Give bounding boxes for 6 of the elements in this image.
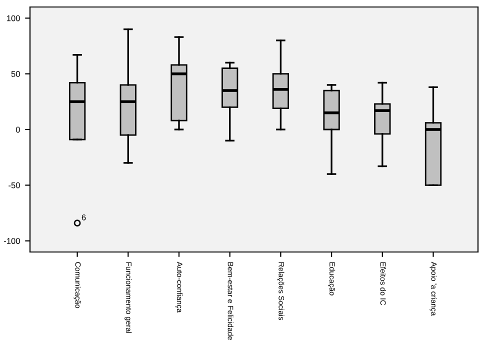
y-tick-label: 50 (11, 71, 20, 77)
annotation: 6 (82, 214, 86, 220)
y-tick-label: -100 (4, 238, 20, 244)
y-tick-label: -50 (8, 182, 20, 188)
y-tick-label: 0 (16, 126, 20, 133)
y-tick-label: 100 (7, 15, 20, 22)
